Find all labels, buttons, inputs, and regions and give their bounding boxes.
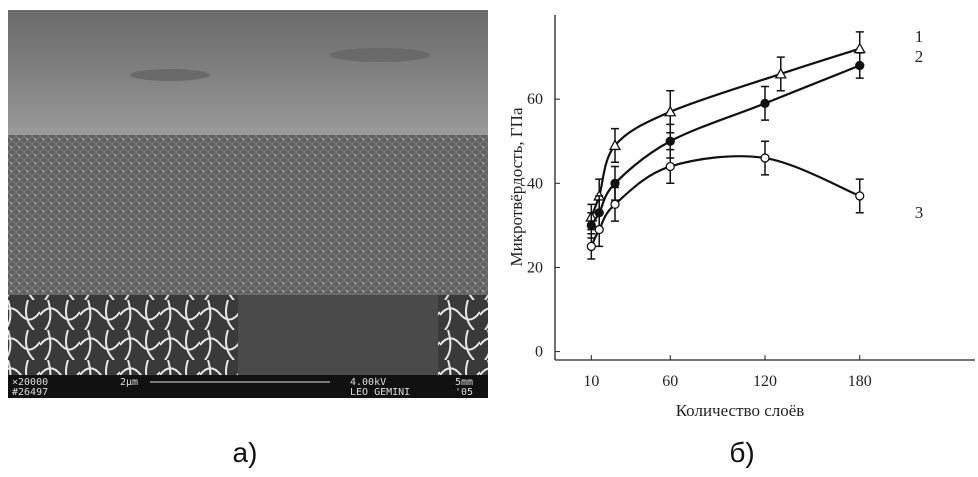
sem-label: 4.00kV [350,377,386,388]
marker [665,136,675,146]
marker [608,139,622,151]
y-tick-label: 20 [527,259,543,276]
legend-label: 1 [915,27,924,46]
marker [853,42,866,54]
series-line [590,64,861,226]
sem-image [8,10,488,398]
marker [586,241,596,252]
marker [855,60,865,71]
marker [855,191,865,201]
x-tick-label: 180 [848,373,872,390]
marker [586,220,596,231]
x-tick-label: 60 [662,373,678,390]
sem-label: #26497 [12,387,48,398]
marker [610,199,620,209]
y-tick-label: 0 [535,344,543,361]
series-line [590,47,861,218]
marker [610,178,620,188]
x-tick-label: 120 [753,373,777,390]
sem-label: LEO GEMINI [350,387,410,398]
marker [594,224,604,235]
x-axis-label: Количество слоёв [676,401,805,420]
y-tick-label: 60 [527,91,543,108]
sem-label: ×20000 [12,377,48,388]
y-tick-label: 40 [527,175,543,192]
sem-label: '05 [455,387,473,398]
marker [774,67,787,79]
legend-label: 3 [915,203,924,222]
marker [760,153,770,163]
marker [760,98,770,109]
series-line [590,155,861,247]
sem-label: 5mm [455,377,473,388]
caption: а) [233,437,258,468]
x-tick-label: 10 [583,373,599,390]
y-axis-label: Микротвёрдость, ГПа [507,107,526,266]
marker [664,105,677,117]
marker [665,161,675,172]
legend-label: 2 [915,47,924,66]
sem-label: 2µm [120,377,138,388]
caption: б) [729,437,754,468]
